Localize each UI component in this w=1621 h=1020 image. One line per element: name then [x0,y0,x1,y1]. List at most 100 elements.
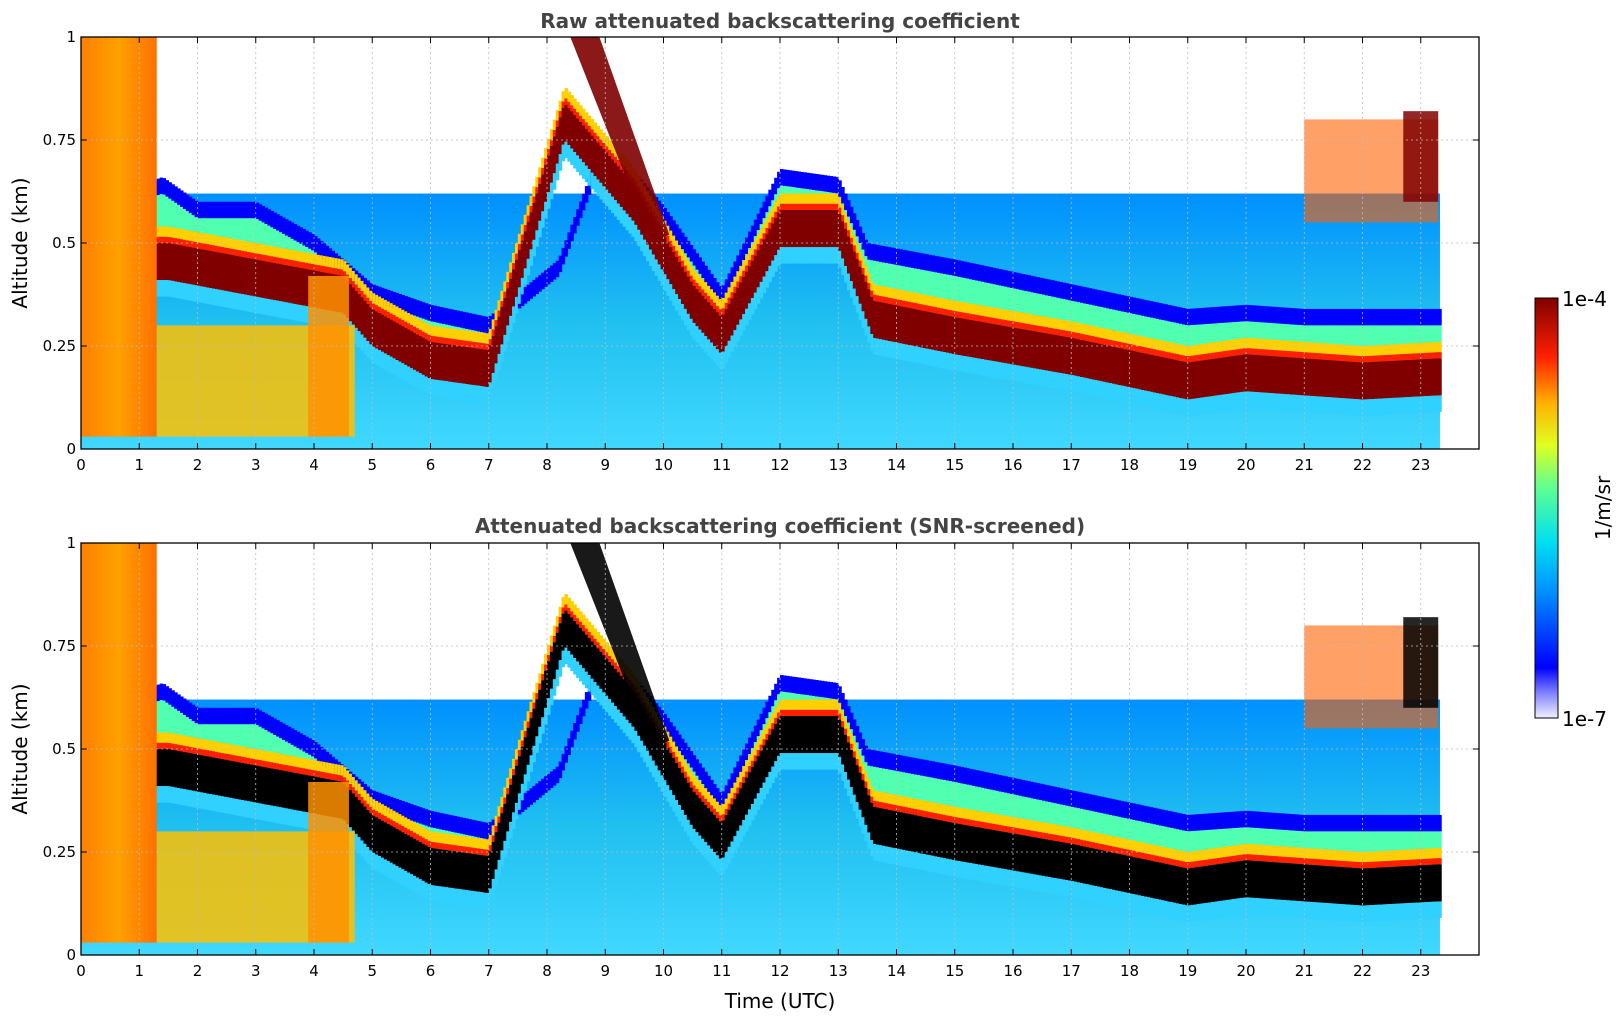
layer-transition-band [1152,318,1157,339]
layer-warm-band [512,758,516,770]
layer-warm-band [858,756,863,767]
layer-underside-band [217,795,222,813]
layer-core-band [494,326,499,364]
layer-hot-band [774,717,778,725]
layer-warm-band [943,298,947,309]
layer-underside-band [421,374,426,392]
layer-core-band [800,210,804,248]
layer-core-band [413,332,417,370]
layer-edge-band [954,765,959,783]
layer-underside-band [223,796,228,814]
layer-underside-band [1417,396,1422,413]
layer-underside-band [1423,396,1428,413]
layer-warm-band [928,295,933,306]
layer-hot-band [1219,351,1224,358]
layer-core-band [634,693,638,731]
layer-hot-band [171,237,175,244]
y-tick-label: 0.25 [43,337,76,355]
layer-warm-band [826,699,831,710]
layer-transition-band [413,821,417,823]
layer-underside-band [998,868,1002,885]
layer-core-band [1071,844,1075,882]
layer-edge-band [829,682,834,699]
layer-warm-band [771,206,775,218]
layer-underside-band [911,851,915,869]
layer-underside-band [1353,399,1358,416]
layer-underside-band [1085,378,1090,395]
layer-edge-band [401,295,405,312]
layer-warm-band [270,246,274,257]
layer-underside-band [552,679,557,696]
layer-warm-band [203,233,207,244]
layer-underside-band [628,217,633,234]
layer-warm-band [1315,342,1320,354]
layer-underside-band [369,344,373,361]
layer-underside-band [637,229,641,247]
layer-hot-band [1088,335,1093,342]
layer-transition-band [902,772,906,797]
layer-edge-band [305,230,309,248]
layer-transition-band [421,318,426,322]
layer-hot-band [745,265,749,272]
layer-underside-band [567,651,571,668]
layer-warm-band [581,108,586,120]
layer-edge-band [223,707,228,725]
layer-underside-band [1146,391,1151,408]
layer-core-band [549,651,554,689]
layer-hot-band [1039,832,1043,839]
layer-edge-band [453,310,458,327]
layer-underside-band [625,719,630,737]
layer-hot-band [337,774,341,782]
layer-underside-band [771,260,775,277]
layer-transition-band [975,786,979,811]
layer-hot-band [893,804,898,812]
layer-core-band [619,169,624,207]
layer-transition-band [692,265,697,270]
layer-hot-band [1013,321,1017,328]
layer-edge-band [890,753,895,771]
layer-core-band [817,716,822,754]
layer-core-band [946,821,950,859]
layer-hot-band [255,759,260,766]
layer-hot-band [404,321,408,328]
layer-hot-band [858,766,863,773]
layer-warm-band [383,805,388,817]
layer-core-band [1173,359,1177,397]
layer-edge-band [992,773,997,791]
layer-underside-band [439,380,443,397]
layer-core-band [777,212,781,250]
layer-transition-band [759,730,764,735]
layer-hot-band [264,255,268,262]
layer-hot-band [922,810,927,817]
layer-transition-band [806,189,810,194]
layer-edge-band [823,681,828,698]
layer-underside-band [1342,398,1346,415]
layer-edge-band [765,195,769,213]
layer-edge-band [520,795,525,813]
layer-underside-band [506,831,510,848]
layer-edge-band [698,763,702,780]
layer-transition-band [177,204,181,229]
layer-warm-band [593,122,598,133]
layer-underside-band [934,350,938,367]
layer-core-band [290,266,295,304]
layer-hot-band [948,310,953,317]
layer-hot-band [535,187,539,194]
layer-core-band [727,809,732,847]
layer-core-band [747,772,752,810]
layer-edge-band [535,277,539,294]
layer-underside-band [206,793,210,810]
layer-hot-band [555,120,560,127]
layer-hot-band [401,826,405,833]
layer-warm-band [229,238,234,249]
layer-core-band [596,648,601,686]
layer-warm-band [739,265,743,277]
layer-underside-band [1205,396,1209,414]
layer-transition-band [226,724,231,744]
layer-underside-band [846,273,851,291]
layer-edge-band [721,791,726,808]
layer-transition-band [1385,325,1390,345]
layer-transition-band [960,783,965,808]
layer-transition-band [683,759,688,762]
layer-underside-band [608,193,612,210]
